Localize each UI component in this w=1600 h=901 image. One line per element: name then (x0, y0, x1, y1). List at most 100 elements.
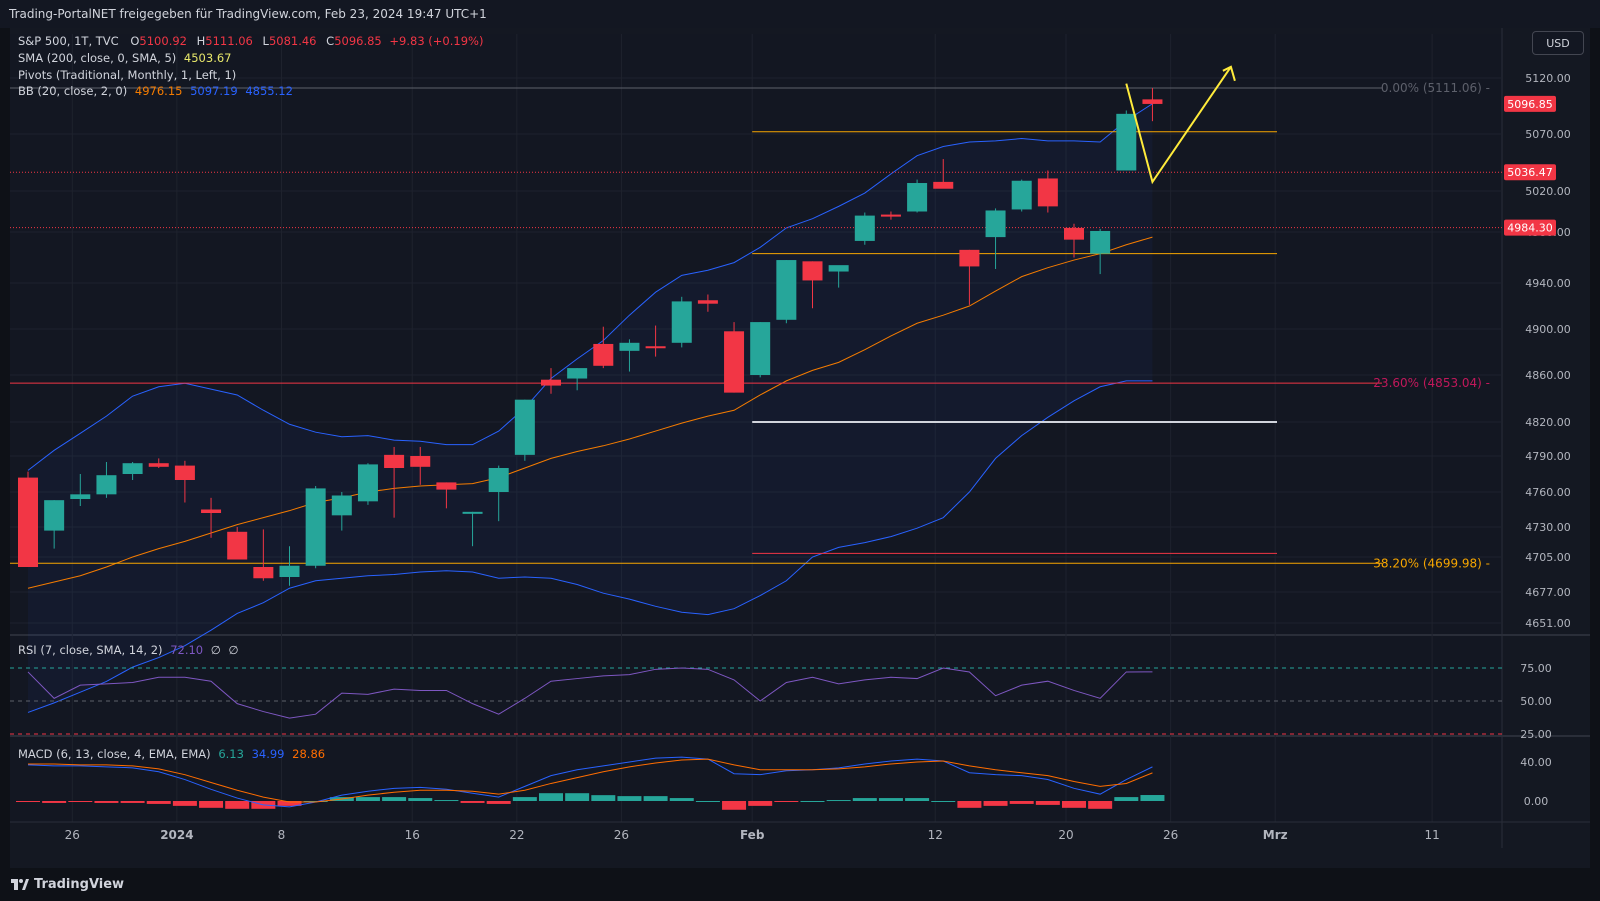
tradingview-brand[interactable]: TradingView (11, 877, 124, 892)
candle-body (148, 463, 169, 467)
close-value: 5096.85 (334, 34, 382, 48)
candle-body (462, 511, 483, 514)
candle-body (410, 456, 431, 467)
macd-histogram-bar (1009, 801, 1034, 804)
macd-histogram-bar (355, 797, 380, 801)
legend-pivots-row[interactable]: Pivots (Traditional, Monthly, 1, Left, 1… (18, 68, 236, 82)
time-axis-label: 12 (928, 828, 943, 842)
macd-histogram-bar (277, 801, 302, 806)
macd-histogram-bar (94, 801, 119, 803)
price-axis-label: 4651.00 (1525, 617, 1571, 630)
price-axis-label: 4940.00 (1525, 277, 1571, 290)
bb-basis-value: 4976.15 (134, 84, 183, 98)
macd-histogram-bar (199, 801, 224, 808)
macd-histogram-bar (905, 798, 930, 801)
macd-histogram-bar (643, 796, 668, 801)
candle-body (227, 531, 248, 560)
price-axis-label: 4790.00 (1525, 450, 1571, 463)
macd-histogram-bar (408, 798, 433, 801)
price-axis-label: 4820.00 (1525, 416, 1571, 429)
high-label: H (196, 34, 206, 48)
macd-signal-value: 28.86 (292, 747, 326, 761)
bb-upper-line (27, 103, 1153, 471)
candle-body (70, 494, 91, 499)
price-badge-label: 4984.30 (1507, 222, 1553, 235)
macd-histogram-bar (486, 801, 511, 804)
legend-sma-row[interactable]: SMA (200, close, 0, SMA, 5) 4503.67 (18, 51, 231, 65)
bb-label: BB (20, close, 2, 0) (18, 84, 128, 98)
rsi-axis-label: 75.00 (1520, 662, 1552, 675)
candle-body (122, 463, 143, 474)
price-badge (1504, 164, 1556, 181)
candle-body (933, 181, 954, 189)
macd-histogram-bar (146, 801, 171, 804)
macd-histogram-bar (669, 798, 694, 801)
candle-body (305, 488, 326, 566)
rsi-axis-label: 50.00 (1520, 695, 1552, 708)
macd-signal-line (28, 758, 1153, 803)
candle-body (1142, 99, 1163, 104)
candle-body (671, 301, 692, 343)
rsi-label: RSI (7, close, SMA, 14, 2) (18, 643, 163, 657)
open-value: 5100.92 (139, 34, 187, 48)
macd-histogram-bar (957, 801, 982, 808)
high-value: 5111.06 (205, 34, 253, 48)
price-badge (1504, 219, 1556, 236)
candle-body (880, 214, 901, 217)
candle-body (44, 500, 65, 531)
price-axis-label: 4705.00 (1525, 551, 1571, 564)
legend-rsi-row[interactable]: RSI (7, close, SMA, 14, 2) 72.10 ∅ ∅ (18, 643, 239, 657)
time-axis-label: 8 (278, 828, 286, 842)
sma-label: SMA (200, close, 0, SMA, 5) (18, 51, 177, 65)
rsi-pane (10, 636, 1502, 735)
macd-histogram-bar (68, 801, 93, 802)
fib-level-label: 38.20% (4699.98) - (1373, 556, 1490, 570)
candle-body (1064, 227, 1084, 240)
candle-body (828, 265, 849, 272)
price-badge-label: 5036.47 (1507, 166, 1553, 179)
candle-body (750, 322, 771, 375)
macd-histogram-bar (16, 801, 40, 802)
macd-histogram-bar (617, 796, 642, 801)
legend-symbol-row: S&P 500, 1T, TVC O5100.92 H5111.06 L5081… (18, 34, 483, 48)
macd-histogram-bar (826, 800, 851, 802)
candle-body (1116, 113, 1137, 171)
candle-body (357, 464, 378, 502)
candle-body (488, 468, 509, 492)
macd-histogram-bar (983, 801, 1008, 806)
candle-body (697, 300, 718, 304)
bb-basis-line (27, 236, 1153, 589)
time-axis-label: 26 (65, 828, 80, 842)
legend-bb-row[interactable]: BB (20, close, 2, 0) 4976.15 5097.19 485… (18, 84, 293, 98)
candle-body (802, 261, 823, 281)
macd-histogram-bar (748, 801, 773, 806)
macd-value: 34.99 (251, 747, 285, 761)
low-label: L (262, 34, 269, 48)
rsi-na-1: ∅ (210, 643, 221, 657)
macd-histogram-bar (1140, 795, 1165, 801)
price-badge-label: 5096.85 (1507, 98, 1553, 111)
candle-body (959, 249, 980, 267)
candle-body (96, 475, 117, 495)
candle-body (985, 210, 1006, 238)
candle-body (724, 331, 745, 393)
price-axis-label: 4760.00 (1525, 486, 1571, 499)
macd-histogram-bar (852, 798, 877, 801)
fib-level-label: 23.60% (4853.04) - (1373, 376, 1490, 390)
currency-button[interactable]: USD (1532, 31, 1584, 55)
macd-histogram-bar (565, 793, 590, 801)
pivots-label: Pivots (Traditional, Monthly, 1, Left, 1… (18, 68, 237, 82)
brand-name: TradingView (34, 877, 125, 892)
candle-body (907, 183, 928, 212)
candle-body (174, 465, 195, 480)
macd-axis-label: 40.00 (1520, 756, 1552, 769)
legend-macd-row[interactable]: MACD (6, 13, close, 4, EMA, EMA) 6.13 34… (18, 747, 325, 761)
macd-histogram-bar (774, 801, 799, 802)
macd-histogram-bar (1062, 801, 1086, 808)
share-header-text: Trading-PortalNET freigegeben für Tradin… (9, 7, 487, 21)
time-axis-label: 11 (1424, 828, 1439, 842)
candle-body (1037, 178, 1058, 207)
price-axis-label: 4900.00 (1525, 323, 1571, 336)
legend-symbol[interactable]: S&P 500, 1T, TVC (18, 34, 119, 48)
